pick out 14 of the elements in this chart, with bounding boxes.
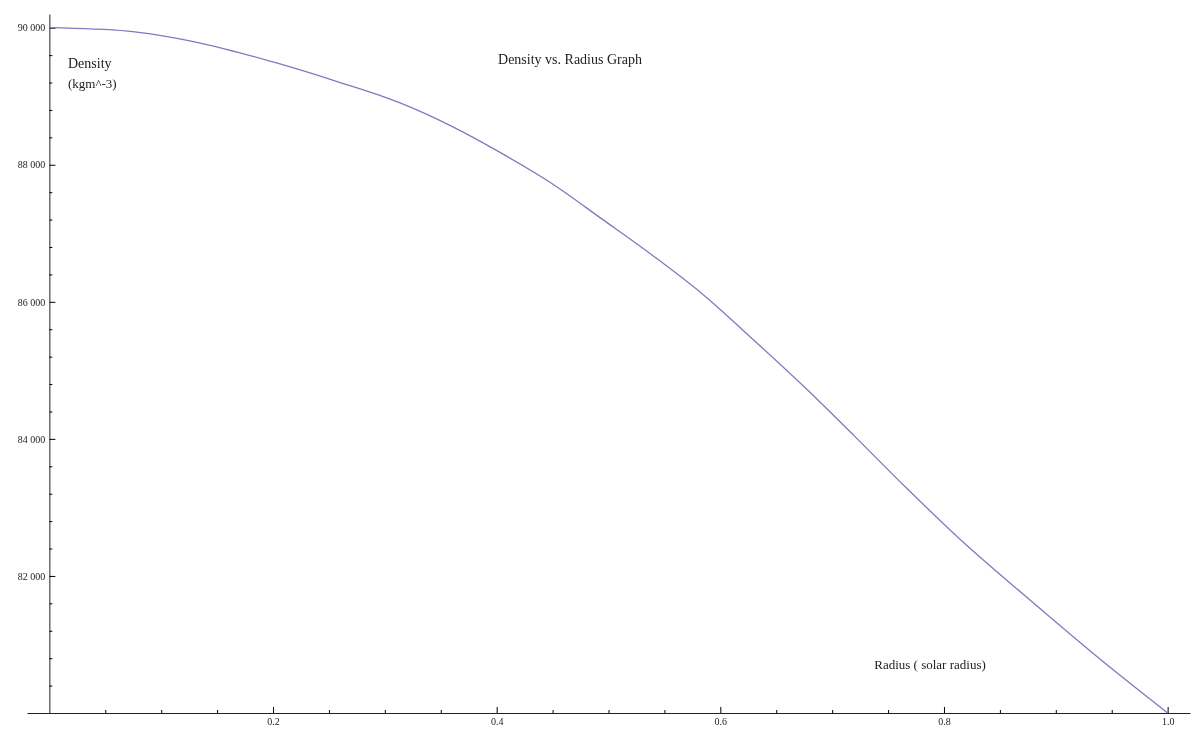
text: Density vs. Radius Graph	[498, 52, 642, 67]
y-tick-label: 84 000	[17, 433, 46, 445]
x-tick-label: 1.0	[1161, 716, 1175, 727]
x-tick-label: 0.4	[490, 716, 504, 727]
x-axis-title: Radius ( solar radius)	[874, 657, 986, 672]
y-tick-label: 88 000	[17, 159, 46, 171]
line-series	[48, 27, 1169, 714]
y-tick-label: 82 000	[17, 570, 46, 582]
y-axis-title: Density (kgm^-3)	[68, 56, 117, 91]
x-tick-label: 0.6	[714, 716, 728, 727]
y-tick-label: 90 000	[17, 22, 46, 34]
x-tick-label: 0.8	[938, 716, 951, 727]
x-tick-label: 0.2	[267, 716, 280, 727]
y-tick-label: 86 000	[17, 296, 46, 308]
